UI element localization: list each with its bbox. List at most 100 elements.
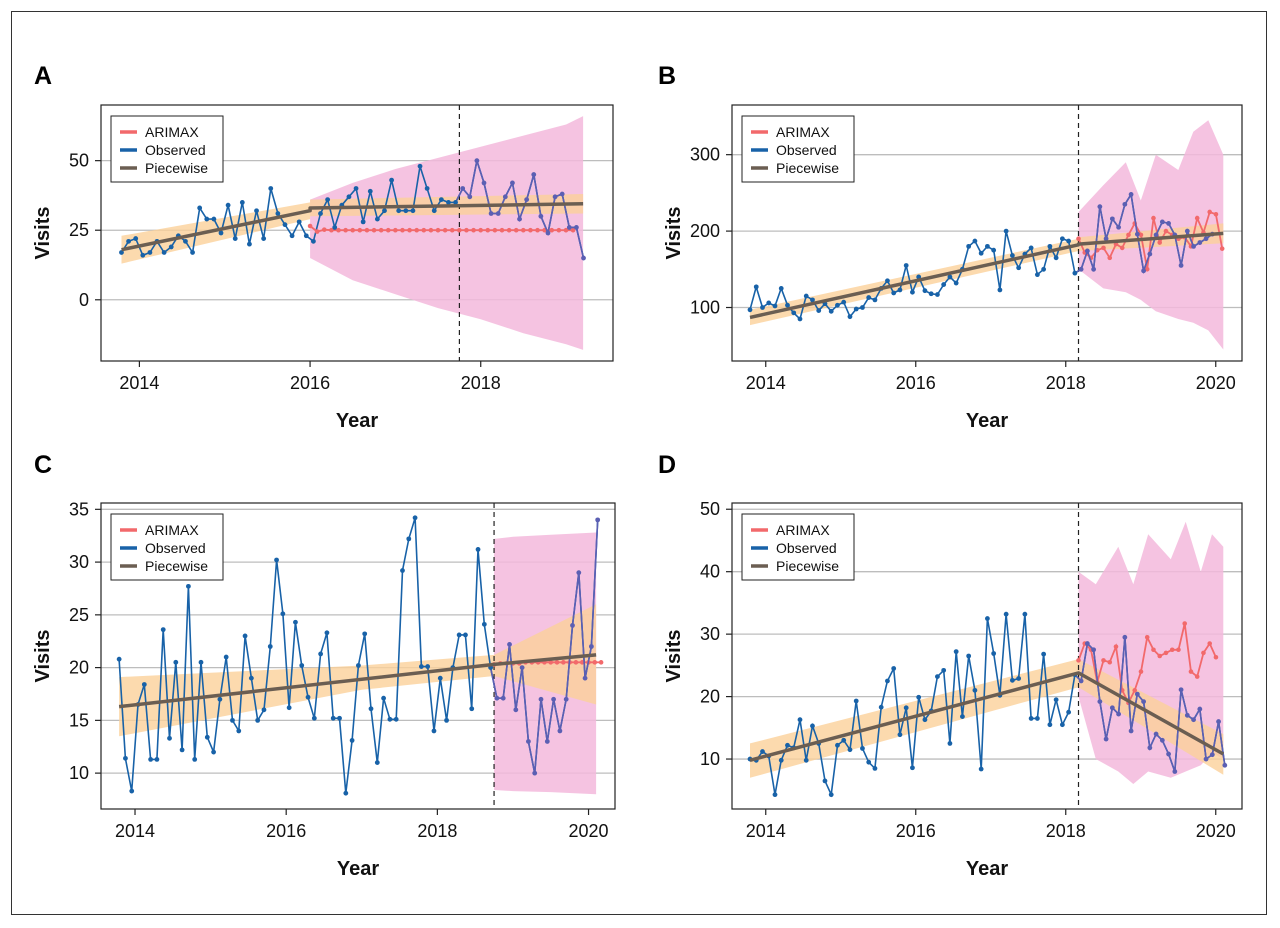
observed-point	[1003, 228, 1009, 234]
observed-point	[374, 216, 380, 222]
observed-point	[431, 728, 437, 734]
panel-letter: C	[34, 451, 52, 479]
piecewise-line	[121, 202, 584, 252]
panel-b: B 100 200 300 2014 2016 2018 2020 Year Visits ARIM…	[658, 62, 1243, 432]
observed-point	[916, 694, 922, 700]
arimax-point	[421, 227, 427, 233]
observed-point	[387, 716, 393, 722]
piecewise-line	[749, 671, 1225, 762]
observed-point	[1178, 263, 1184, 268]
x-tick-label: 2018	[461, 373, 501, 393]
observed-point	[173, 659, 179, 665]
observed-point	[860, 746, 865, 751]
observed-point	[446, 199, 451, 205]
arimax-point	[485, 227, 491, 233]
observed-point	[267, 644, 273, 649]
observed-point	[910, 289, 915, 295]
observed-point	[972, 238, 978, 244]
observed-point	[532, 770, 538, 776]
observed-point	[753, 284, 759, 290]
observed-point	[481, 180, 487, 186]
arimax-point	[1138, 669, 1144, 674]
observed-point	[204, 734, 210, 740]
observed-point	[236, 728, 242, 734]
arimax-point	[343, 227, 348, 233]
observed-point	[474, 158, 480, 164]
observed-point	[1066, 238, 1072, 244]
observed-point	[941, 282, 947, 287]
arimax-point	[464, 227, 469, 233]
observed-point	[431, 208, 437, 214]
observed-point	[966, 653, 972, 659]
observed-point	[268, 186, 274, 191]
observed-point	[1197, 240, 1203, 245]
observed-line-post	[489, 519, 599, 774]
observed-point	[141, 682, 147, 687]
observed-point	[772, 303, 778, 309]
observed-point	[318, 211, 323, 216]
observed-point	[947, 741, 953, 746]
observed-point	[412, 515, 418, 521]
legend-arimax-label: ARIMAX	[145, 522, 199, 538]
observed-point	[953, 649, 959, 655]
y-tick-label: 30	[69, 552, 89, 572]
observed-point	[318, 651, 324, 657]
arimax-point	[1163, 650, 1169, 656]
y-tick-label: 100	[690, 298, 720, 318]
observed-point	[772, 792, 778, 798]
arimax-point	[471, 227, 476, 233]
observed-point	[346, 194, 352, 200]
observed-point	[160, 627, 166, 633]
legend-observed-label: Observed	[145, 540, 206, 556]
arimax-point	[592, 660, 598, 665]
observed-point	[467, 194, 473, 200]
observed-point	[1034, 272, 1040, 278]
x-tick-label: 2014	[119, 373, 159, 393]
observed-point	[1078, 266, 1084, 272]
observed-point	[552, 194, 558, 200]
legend-arimax-label: ARIMAX	[776, 124, 830, 140]
observed-point	[841, 737, 847, 743]
plot-area	[732, 105, 1242, 361]
observed-point	[828, 792, 834, 798]
observed-point	[305, 694, 311, 700]
arimax-point	[1201, 650, 1206, 656]
observed-point	[1159, 219, 1165, 225]
observed-point	[280, 611, 286, 617]
observed-point	[1047, 722, 1053, 728]
observed-point	[991, 651, 997, 656]
arimax-point	[1107, 255, 1113, 261]
observed-point	[559, 191, 565, 197]
arimax-point	[1144, 634, 1150, 640]
x-tick-label: 2016	[290, 373, 330, 393]
panel-letter: A	[34, 62, 52, 90]
observed-point	[225, 202, 231, 208]
observed-point	[381, 695, 386, 701]
observed-point	[922, 717, 928, 723]
observed-point	[1166, 751, 1171, 757]
arimax-point	[385, 227, 391, 233]
observed-point	[1128, 728, 1134, 734]
arimax-point	[1107, 659, 1113, 665]
observed-point	[810, 723, 815, 729]
observed-point	[1141, 268, 1146, 274]
observed-point	[1022, 611, 1028, 617]
observed-point	[389, 177, 394, 183]
observed-point	[353, 186, 359, 191]
observed-point	[368, 706, 374, 712]
observed-point	[978, 766, 984, 772]
observed-point	[261, 236, 267, 241]
observed-point	[885, 278, 890, 284]
observed-point	[167, 735, 172, 741]
arimax-point	[1101, 245, 1106, 251]
arimax-point	[492, 227, 498, 233]
observed-point	[791, 310, 797, 316]
observed-point	[1084, 641, 1090, 646]
panel-d: D 10 20 30 40 50 2014 2016 2018 2020 Year Visits ARI…	[658, 451, 1243, 880]
arimax-point	[442, 227, 448, 233]
observed-point	[396, 208, 402, 214]
observed-point	[330, 715, 336, 721]
observed-point	[274, 557, 279, 563]
observed-point	[362, 631, 368, 637]
